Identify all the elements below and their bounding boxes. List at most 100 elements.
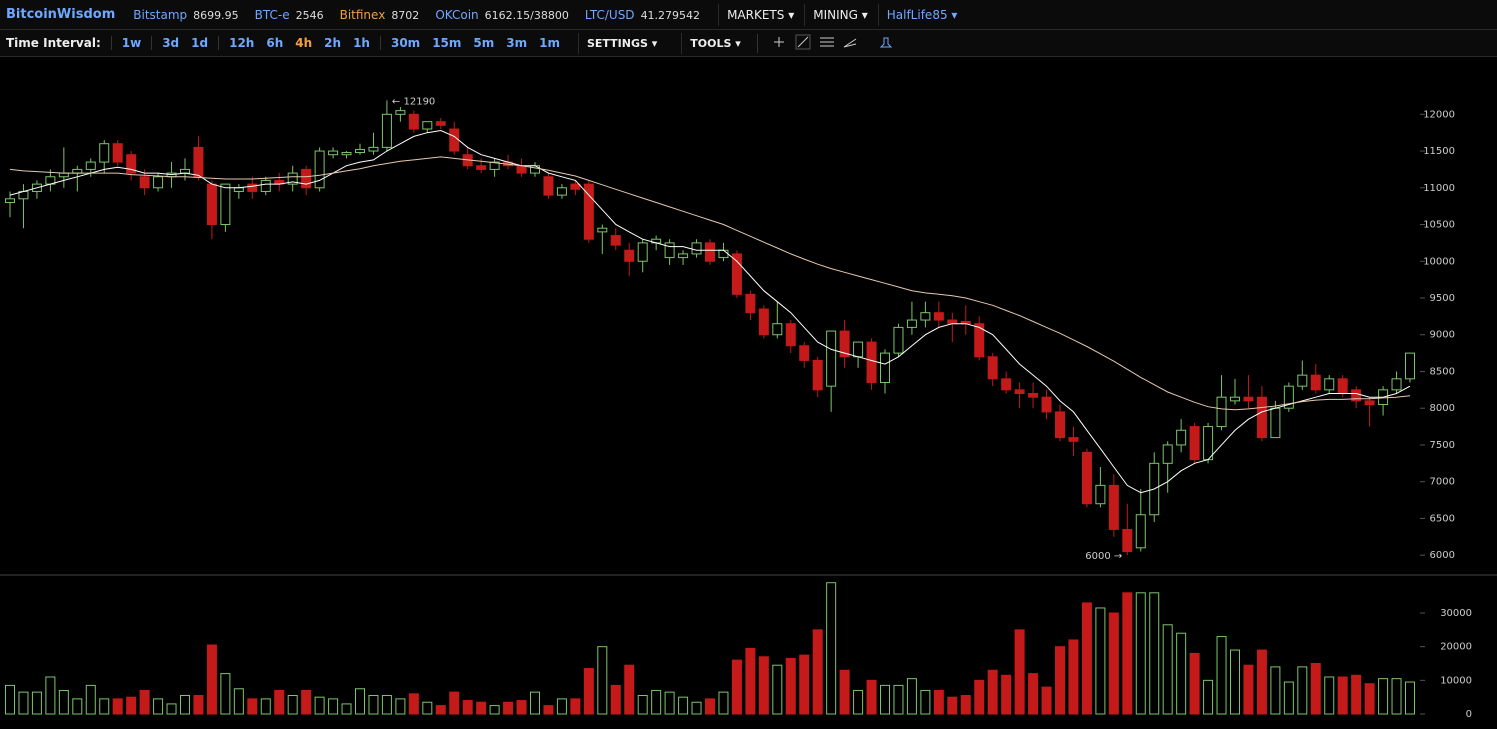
volume-bar [449,691,460,715]
y-tick-label: 10500 [1423,220,1455,231]
candle-body [1001,378,1012,391]
volume-bar [72,698,83,715]
volume-bar [260,698,271,715]
volume-bar [301,689,312,715]
ticker[interactable]: LTC/USD 41.279542 [585,8,700,22]
candle-body [1014,389,1025,395]
candle-body [1135,514,1146,549]
interval[interactable]: 1m [539,36,560,50]
candle-body [1337,378,1348,395]
volume-bar [381,695,392,715]
volume-bar [516,700,527,715]
volume-bar [476,701,487,715]
interval[interactable]: 5m [473,36,495,50]
candle-body [1108,484,1119,530]
candle-body [220,183,231,226]
interval[interactable]: 3d [162,36,180,50]
candle-body [1203,426,1214,461]
volume-bar [193,695,204,715]
ticker[interactable]: Bitfinex 8702 [340,8,420,22]
menu[interactable]: TOOLS [681,32,749,54]
volume-bar [610,684,621,715]
volume-bar [99,698,110,715]
interval[interactable]: 1h [353,36,370,50]
volume-bar [772,664,783,715]
candle-body [826,330,837,387]
candle-body [139,176,150,189]
candle-body [1162,444,1173,464]
volume-bar [974,679,985,715]
candle-body [112,143,123,163]
volume-bar [408,693,419,715]
volume-bar [678,696,689,715]
interval[interactable]: 15m [432,36,462,50]
volume-bar [1068,639,1079,715]
moving-average [9,129,1411,494]
candle-body [341,152,352,156]
interval-group: 12h 6h 4h 2h 1h [218,36,380,50]
interval[interactable]: 1d [191,36,209,50]
volume-bar [1310,663,1321,715]
interval[interactable]: 3m [506,36,528,50]
volume-bar [570,698,581,715]
volume-bar [247,698,258,715]
interval[interactable]: 1w [121,36,142,50]
y-tick-label: 7500 [1430,440,1455,451]
tool-icon-set[interactable] [772,34,912,50]
volume-bar [1081,602,1092,715]
ticker[interactable]: BTC-e 2546 [255,8,324,22]
y-tick-label: 8000 [1430,403,1455,414]
volume-bar [1256,649,1267,715]
volume-bar [1405,681,1415,715]
candle-body [1256,396,1267,439]
volume-bar [624,664,635,715]
volume-bar [1230,649,1240,715]
volume-bar [126,696,137,715]
candle-body [1283,385,1294,409]
interval[interactable]: 4h [295,36,313,50]
interval[interactable]: 2h [324,36,342,50]
candle-body [664,242,675,259]
candle-body [933,312,944,321]
volume-bar [826,582,837,715]
ticker-name: Bitfinex [339,7,386,22]
volume-bar [45,676,56,715]
volume-bar [530,691,540,715]
volume-bar [1028,673,1039,715]
candle-body [610,235,621,246]
volume-bar [462,700,473,715]
interval[interactable]: 12h [229,36,255,50]
candle-body [1324,378,1335,391]
candle-body [99,143,110,163]
interval[interactable]: 30m [390,36,421,50]
ticker[interactable]: Bitstamp 8699.95 [133,8,238,22]
volume-bar [1149,592,1160,715]
volume-bar [314,696,325,715]
candle-body [853,341,864,358]
tool-icons[interactable] [756,33,912,53]
ticker-price: 41.279542 [640,8,701,22]
menu[interactable]: HalfLife85 [877,3,966,26]
menu[interactable]: SETTINGS [577,32,665,54]
volume-bar [1122,592,1133,715]
menu[interactable]: MINING [804,3,876,26]
volume-bar [1162,624,1173,715]
y-tick-label: 9000 [1430,330,1455,341]
candle-body [772,323,783,336]
brand[interactable]: BitcoinWisdom [6,7,116,22]
ticker-name: BTC-e [254,7,290,22]
candle-body [72,168,83,174]
volume-tick-label: 30000 [1440,608,1472,619]
menu[interactable]: MARKETS [718,3,802,26]
annotation: 6000 → [1085,551,1122,562]
ticker[interactable]: OKCoin 6162.15/38800 [435,8,569,22]
candle-body [5,198,15,203]
candle-body [180,168,190,174]
volume-bar [1364,683,1375,715]
candle-body [597,227,608,233]
y-tick-label: 11500 [1423,146,1455,157]
candle-body [705,242,715,262]
volume-bar [745,647,756,715]
interval[interactable]: 6h [266,36,284,50]
ticker-name: LTC/USD [584,7,635,22]
